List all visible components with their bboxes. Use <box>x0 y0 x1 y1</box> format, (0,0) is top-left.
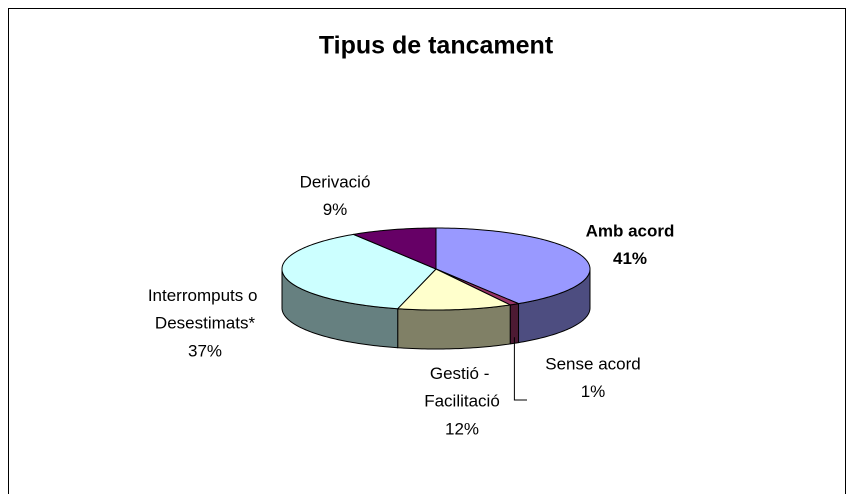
data-label-name: Derivació <box>300 172 371 191</box>
data-label-name: Amb acord <box>586 221 675 240</box>
data-label-value: 41% <box>613 249 647 268</box>
data-label-value: 12% <box>445 419 479 438</box>
data-label-value: 1% <box>581 382 606 401</box>
chart-frame <box>8 8 846 494</box>
pie-slice <box>397 268 511 311</box>
data-label-value: 37% <box>188 341 222 360</box>
pie-slice <box>352 227 437 270</box>
pie-side <box>397 304 511 350</box>
data-label-name: Interromputs o Desestimats* <box>148 286 262 333</box>
data-label-name: Gestió - Facilitació <box>424 364 500 411</box>
data-label-name: Sense acord <box>545 354 640 373</box>
data-label-value: 9% <box>323 200 348 219</box>
leader-line <box>513 337 527 401</box>
chart-title: Tipus de tancament <box>319 32 554 60</box>
